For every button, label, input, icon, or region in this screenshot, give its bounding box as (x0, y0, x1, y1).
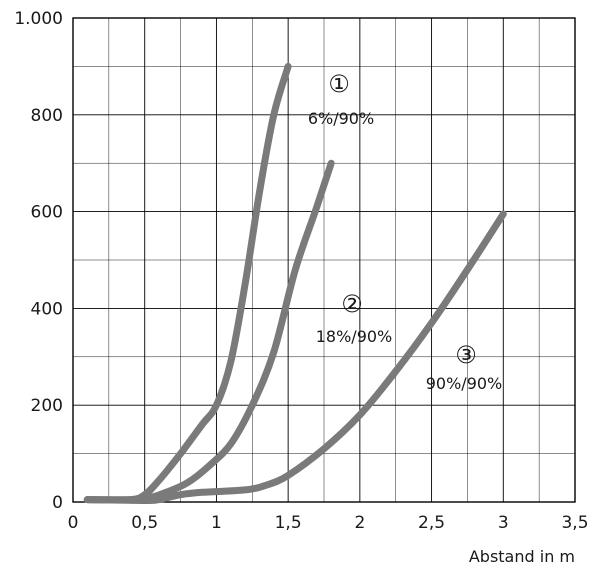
x-axis-title: Abstand in m (469, 547, 575, 566)
grid (73, 18, 575, 502)
series-group (83, 62, 507, 504)
curve-labels: ① 6%/90% ② 18%/90% ③ 90%/90% (308, 70, 502, 393)
x-tick-label: 3 (498, 513, 509, 533)
x-tick-label: 0,5 (131, 513, 158, 533)
x-tick-label: 1 (211, 513, 222, 533)
curve-3-line (83, 210, 507, 504)
curve-2-marker: ② (341, 290, 363, 318)
x-tick-label: 1,5 (275, 513, 302, 533)
y-tick-label: 800 (31, 106, 63, 126)
y-tick-label: 1.000 (14, 9, 63, 29)
y-tick-label: 200 (31, 396, 63, 416)
curve-1-marker: ① (328, 70, 350, 98)
curve-3-label: 90%/90% (426, 374, 503, 393)
y-tick-label: 600 (31, 203, 63, 223)
x-tick-label: 2,5 (418, 513, 445, 533)
y-tick-label: 0 (52, 493, 63, 513)
curve-2-label: 18%/90% (316, 327, 393, 346)
y-tick-label: 400 (31, 299, 63, 319)
y-axis-ticks: 0 200 400 600 800 1.000 (14, 9, 63, 513)
plot-frame (72, 17, 576, 503)
x-tick-label: 2 (354, 513, 365, 533)
x-axis-ticks: 0 0,5 1 1,5 2 2,5 3 3,5 (68, 513, 589, 533)
curve-1-label: 6%/90% (308, 109, 374, 128)
curve-1-line (83, 62, 292, 504)
curve-3-marker: ③ (455, 341, 477, 369)
x-tick-label: 3,5 (561, 513, 588, 533)
x-tick-label: 0 (68, 513, 79, 533)
